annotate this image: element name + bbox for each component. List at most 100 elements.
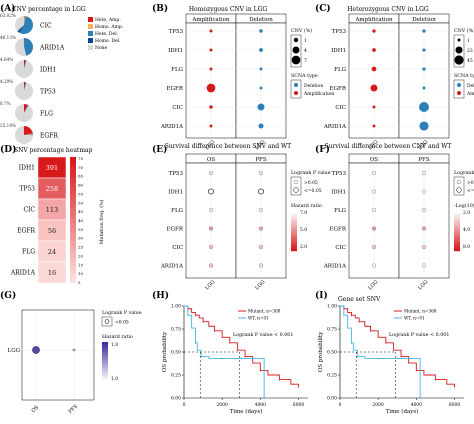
scale-legend-segment — [454, 227, 460, 230]
colorbar-segment — [70, 253, 76, 259]
pie-gene-label: EGFR — [40, 133, 58, 140]
scale-legend-segment — [291, 247, 297, 250]
facet-label: Amplification — [354, 17, 393, 23]
scale-legend-tick: 4.0 — [463, 227, 470, 233]
scale-legend-segment — [454, 211, 460, 214]
colorbar-segment — [70, 190, 76, 196]
panel-c-title: Heterozygous CNV in LGG — [347, 6, 429, 13]
x-tick-label: LGG — [204, 279, 216, 291]
km-x-tick-label: 4000 — [411, 402, 423, 408]
type-legend-dot — [457, 83, 461, 87]
facet-frame — [398, 22, 450, 139]
size-legend-dot — [454, 55, 464, 65]
heatmap-gene-label: CIC — [23, 207, 35, 214]
del-point — [422, 48, 426, 52]
pie-slice — [24, 82, 27, 91]
size-legend-dot — [292, 46, 300, 54]
panel-label-f: (F) — [315, 144, 330, 155]
km-x-title: Time (days) — [230, 408, 263, 415]
panel-g-group: LGG OS PFS Logrank P value <0.05 Hazard ratio… — [8, 309, 142, 415]
colorbar-segment — [70, 270, 76, 275]
pie-slice — [15, 126, 33, 144]
pie-gene-label: TP53 — [40, 89, 56, 96]
panel-h-group: 0.00 0.25 0.50 0.75 1.00 0 2000 4000 6000 Time (d… — [162, 304, 308, 415]
size-legend-label: 7 — [304, 58, 307, 64]
scale-legend-segment — [454, 249, 460, 252]
size-legend-label: 23 — [467, 48, 473, 54]
del-point — [419, 102, 429, 112]
km-pvalue-text: Logrank P value < 0.001 — [389, 332, 449, 338]
pvalue-legend-label: >0.05 — [467, 180, 474, 186]
del-point — [259, 67, 263, 71]
km-y-tick-label: 1.00 — [327, 304, 337, 310]
pvalue-legend-dot — [293, 187, 299, 193]
colorbar-segment — [70, 262, 76, 267]
scale-legend-segment — [454, 215, 460, 218]
survival-point — [421, 207, 427, 213]
del-point — [422, 86, 426, 90]
scale-legend-segment — [454, 247, 460, 250]
gene-label: CIC — [172, 245, 183, 251]
size-legend-title: CNV (%) — [454, 27, 474, 34]
legend-label: Homo. Amp. — [95, 24, 124, 30]
type-legend-dot — [294, 83, 298, 87]
pvalue-legend-box — [290, 176, 302, 196]
km-y-tick-label: 0.50 — [327, 350, 337, 356]
g-hr-segment — [102, 344, 108, 347]
km-legend-label: Mutant, n=368 — [248, 309, 281, 314]
gene-label: EGFR — [330, 227, 347, 233]
pie-slice — [24, 47, 27, 56]
scale-legend-segment — [291, 219, 297, 222]
survival-point — [371, 170, 377, 176]
survival-point — [208, 188, 214, 195]
amp-point — [371, 66, 377, 72]
km-x-title: Time (days) — [386, 408, 419, 415]
size-legend-dot — [293, 37, 299, 43]
colorbar-tick: 20 — [78, 253, 84, 258]
scale-legend-segment — [291, 235, 297, 238]
heatmap-value: 258 — [46, 185, 58, 193]
scale-legend-segment — [454, 233, 460, 236]
colorbar-segment — [70, 241, 76, 246]
panel-label-h: (H) — [152, 290, 169, 301]
colorbar-segment — [70, 157, 76, 162]
del-point — [419, 121, 429, 131]
panel-label-d: (D) — [0, 144, 16, 155]
g-pvalue-box — [101, 316, 113, 327]
pvalue-legend-title: Logrank P value — [454, 170, 474, 176]
g-hr-tick: 1.8 — [111, 342, 118, 348]
legend-label: Hete. Del. — [95, 31, 119, 37]
x-tick-label: LGG — [254, 279, 266, 291]
del-point — [422, 67, 426, 71]
km-x-tick-label: 0 — [183, 402, 186, 408]
km-x-tick-label: 2000 — [216, 402, 228, 408]
g-x-label: PFS — [68, 403, 80, 415]
gene-label: CIC — [172, 105, 183, 111]
g-point — [32, 346, 40, 354]
survival-point — [421, 170, 427, 176]
km-legend-label: WT, n=91 — [404, 316, 425, 321]
scale-legend-segment — [454, 221, 460, 224]
km-y-tick-label: 0.00 — [327, 396, 337, 402]
colorbar-segment — [70, 178, 76, 183]
g-hr-segment — [102, 348, 108, 351]
colorbar-tick: 40 — [78, 218, 84, 223]
heatmap-gene-label: IDH1 — [19, 165, 35, 172]
pie-slice — [24, 60, 26, 69]
scale-legend-tick: 8.0 — [463, 244, 470, 250]
gene-label: FLG — [334, 208, 346, 214]
scale-legend-segment — [291, 237, 297, 240]
km-y-tick-label: 0.00 — [171, 396, 181, 402]
scale-legend-segment — [291, 241, 297, 244]
scale-legend-segment — [454, 235, 460, 238]
scale-legend-title: -Log(10) P — [454, 202, 474, 209]
km-x-tick-label: 2000 — [372, 402, 384, 408]
km-y-tick-label: 0.50 — [171, 350, 181, 356]
pie-percent-label: 4.64% — [0, 57, 13, 62]
panel-b-group: AmplificationLGGDeletionLGGTP53IDH1FLGEG… — [160, 13, 334, 151]
gene-label: ARID1A — [323, 124, 347, 130]
gene-label: CIC — [335, 245, 346, 251]
scale-legend-segment — [454, 219, 460, 222]
km-x-tick-label: 4000 — [255, 402, 267, 408]
heatmap-gene-label: ARID1A — [10, 270, 36, 277]
